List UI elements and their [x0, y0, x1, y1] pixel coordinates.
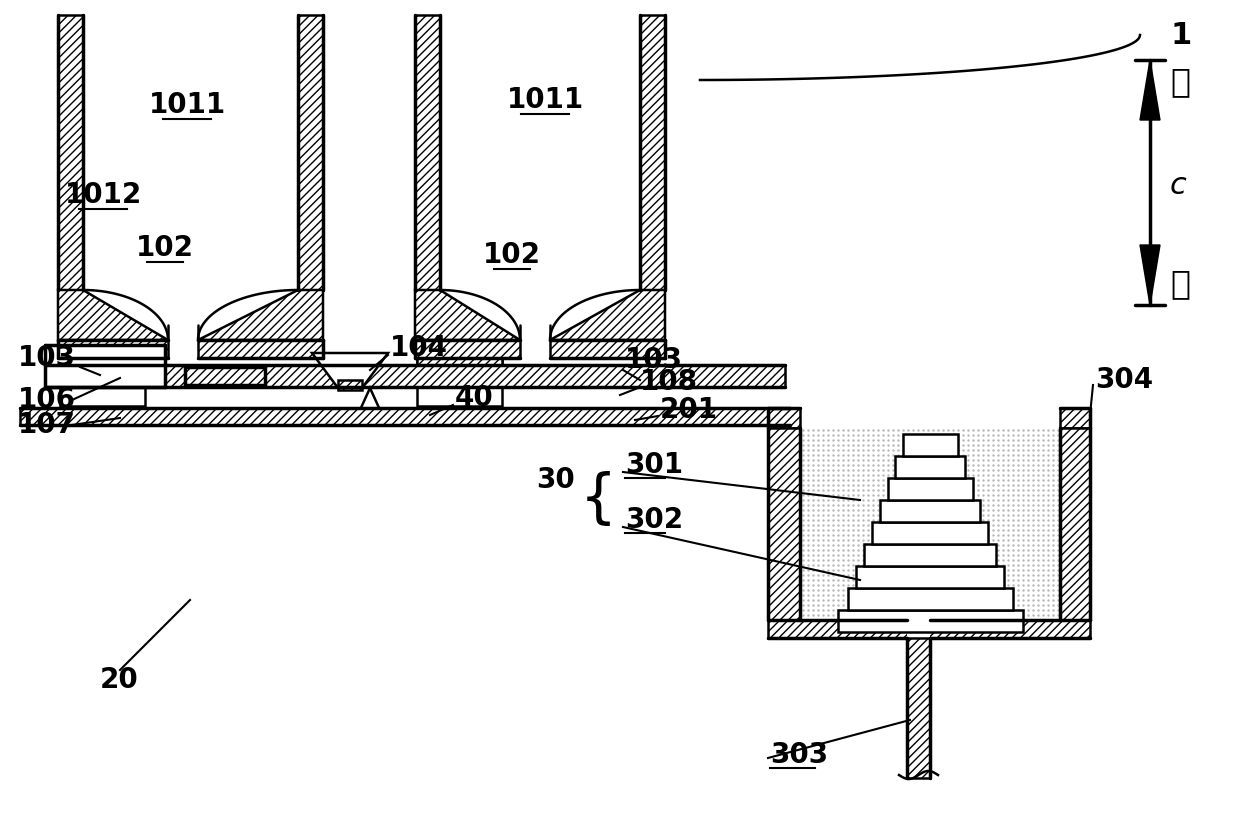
- Bar: [872, 522, 988, 544]
- Text: 20: 20: [100, 666, 139, 694]
- Bar: [903, 434, 959, 456]
- Bar: [768, 408, 800, 428]
- Text: 301: 301: [625, 451, 683, 479]
- Bar: [417, 358, 502, 368]
- Text: 303: 303: [770, 741, 828, 769]
- Bar: [198, 340, 322, 358]
- Bar: [45, 345, 165, 365]
- Text: 103: 103: [19, 344, 76, 372]
- Bar: [58, 340, 167, 358]
- Bar: [415, 340, 520, 358]
- Text: 302: 302: [625, 506, 683, 534]
- Text: 104: 104: [391, 334, 448, 362]
- Bar: [417, 358, 502, 406]
- Polygon shape: [1140, 245, 1159, 305]
- Text: 30: 30: [536, 466, 575, 494]
- Text: 201: 201: [660, 396, 718, 424]
- Bar: [298, 15, 322, 290]
- Bar: [768, 428, 800, 620]
- Text: 40: 40: [455, 384, 494, 412]
- Polygon shape: [58, 290, 167, 340]
- Bar: [856, 566, 1004, 588]
- Polygon shape: [360, 388, 379, 410]
- Polygon shape: [415, 290, 520, 340]
- Bar: [1060, 428, 1090, 620]
- Bar: [60, 358, 145, 406]
- Bar: [864, 544, 996, 566]
- Text: c: c: [1171, 170, 1187, 200]
- Text: 108: 108: [640, 368, 698, 396]
- Bar: [880, 500, 980, 522]
- Text: 103: 103: [625, 346, 683, 374]
- Text: 下: 下: [1171, 267, 1190, 300]
- Bar: [1060, 408, 1090, 428]
- Bar: [906, 638, 930, 778]
- Bar: [415, 15, 440, 290]
- Text: 1011: 1011: [506, 86, 584, 114]
- Text: 1: 1: [1171, 20, 1192, 49]
- Bar: [551, 340, 665, 358]
- Bar: [848, 588, 1013, 610]
- Bar: [185, 367, 265, 385]
- Bar: [838, 610, 1023, 632]
- Polygon shape: [198, 290, 322, 340]
- Bar: [45, 365, 785, 387]
- Bar: [58, 15, 83, 290]
- Text: 1012: 1012: [64, 181, 141, 209]
- Bar: [339, 380, 362, 390]
- Bar: [768, 620, 1090, 638]
- Polygon shape: [1140, 60, 1159, 120]
- Bar: [906, 620, 930, 638]
- Bar: [45, 345, 165, 387]
- Bar: [20, 408, 790, 425]
- Text: {: {: [580, 472, 618, 528]
- Text: 102: 102: [136, 234, 193, 262]
- Bar: [640, 15, 665, 290]
- Polygon shape: [551, 290, 665, 340]
- Text: 上: 上: [1171, 65, 1190, 98]
- Bar: [60, 358, 145, 368]
- Text: 1011: 1011: [149, 91, 226, 119]
- Text: 106: 106: [19, 386, 76, 414]
- Text: 107: 107: [19, 411, 76, 439]
- Text: 102: 102: [484, 241, 541, 269]
- Bar: [888, 478, 973, 500]
- Text: 304: 304: [1095, 366, 1153, 394]
- Polygon shape: [312, 353, 388, 388]
- Bar: [895, 456, 965, 478]
